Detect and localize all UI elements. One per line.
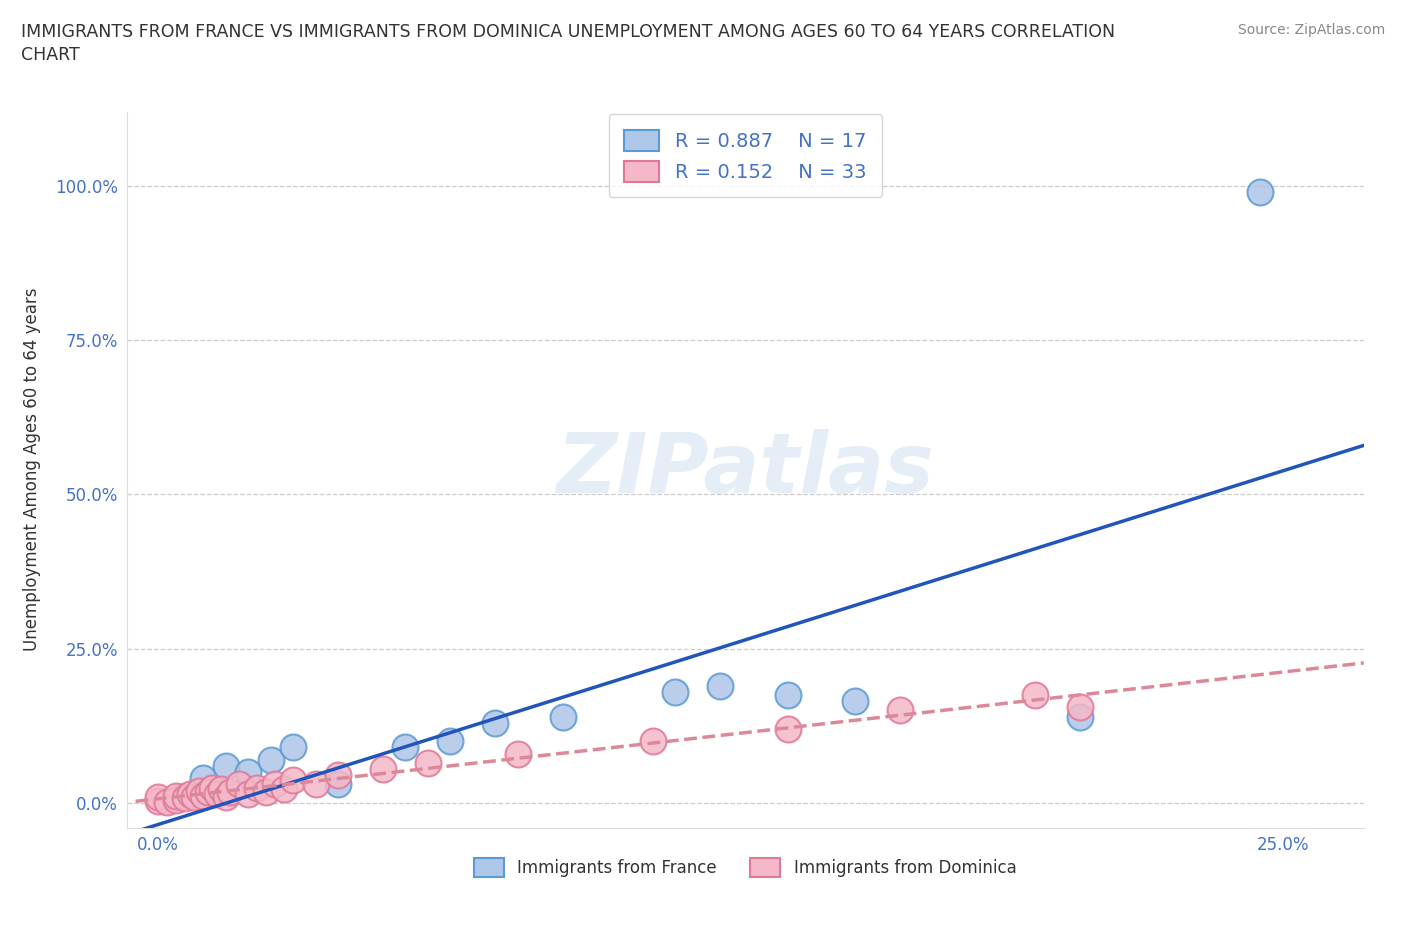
Point [641,734,664,749]
Point [776,687,799,702]
Legend: Immigrants from France, Immigrants from Dominica: Immigrants from France, Immigrants from … [467,852,1024,883]
Point [664,684,686,699]
Point [197,785,219,800]
Point [214,759,236,774]
Point [1069,710,1091,724]
Point [709,678,731,693]
Point [165,788,187,803]
Point [416,755,439,770]
Point [191,788,214,803]
Point [394,740,416,755]
Point [889,703,911,718]
Point [254,785,277,800]
Point [214,790,236,804]
Point [1249,184,1271,199]
Point [281,740,304,755]
Point [191,771,214,786]
Point [273,782,295,797]
Point [1024,687,1046,702]
Point [209,782,232,797]
Point [326,768,349,783]
Point [246,780,269,795]
Point [165,792,187,807]
Point [439,734,461,749]
Point [146,790,169,804]
Text: IMMIGRANTS FROM FRANCE VS IMMIGRANTS FROM DOMINICA UNEMPLOYMENT AMONG AGES 60 TO: IMMIGRANTS FROM FRANCE VS IMMIGRANTS FRO… [21,23,1115,41]
Text: ZIPatlas: ZIPatlas [557,429,934,511]
Point [844,694,866,709]
Point [1069,700,1091,715]
Point [304,777,326,792]
Point [236,786,259,801]
Point [156,794,179,809]
Point [259,752,281,767]
Point [228,777,250,792]
Point [174,790,197,805]
Point [281,772,304,787]
Text: CHART: CHART [21,46,80,64]
Point [201,780,224,795]
Y-axis label: Unemployment Among Ages 60 to 64 years: Unemployment Among Ages 60 to 64 years [24,288,41,651]
Point [776,722,799,737]
Text: Source: ZipAtlas.com: Source: ZipAtlas.com [1237,23,1385,37]
Point [169,790,191,804]
Point [371,762,394,777]
Point [205,786,228,801]
Point [484,715,506,730]
Point [326,777,349,792]
Point [236,764,259,779]
Point [219,785,242,800]
Point [146,793,169,808]
Point [179,786,201,801]
Point [551,710,574,724]
Point [183,790,205,804]
Point [264,777,287,792]
Point [187,783,209,798]
Point [506,746,529,761]
